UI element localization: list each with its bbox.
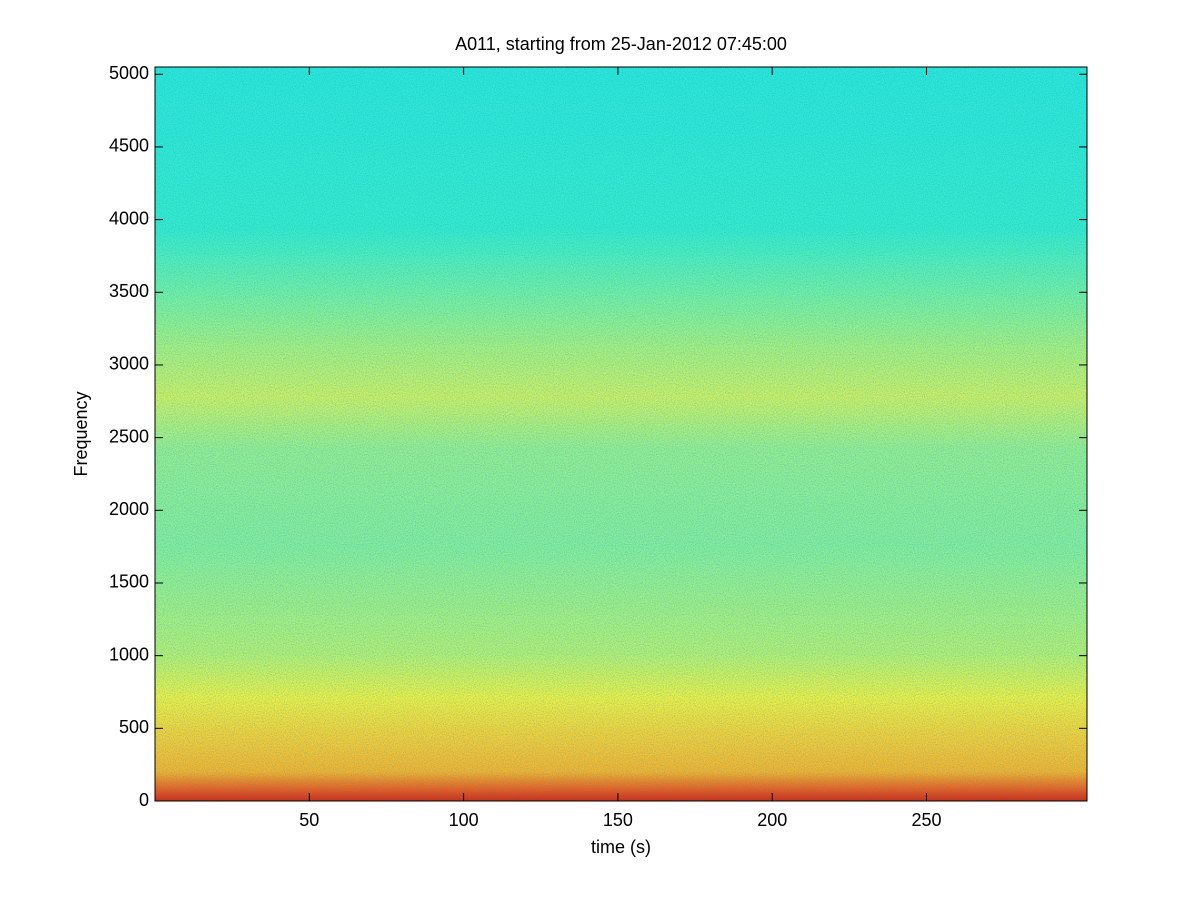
- y-tick-label: 4000: [109, 208, 149, 228]
- plot-area: [155, 67, 1087, 801]
- y-tick-label: 0: [139, 790, 149, 810]
- y-axis-label: Frequency: [71, 391, 91, 476]
- x-tick-label: 150: [603, 810, 633, 830]
- y-tick-label: 1000: [109, 644, 149, 664]
- y-tick-label: 3500: [109, 281, 149, 301]
- x-tick-label: 100: [449, 810, 479, 830]
- y-tick-label: 3000: [109, 354, 149, 374]
- y-tick-label: 2000: [109, 499, 149, 519]
- axes-box: [154, 66, 1088, 802]
- x-tick-label: 50: [299, 810, 319, 830]
- y-tick-label: 500: [119, 717, 149, 737]
- chart-title: A011, starting from 25-Jan-2012 07:45:00: [455, 34, 787, 54]
- y-tick-label: 1500: [109, 572, 149, 592]
- y-tick-label: 5000: [109, 63, 149, 83]
- x-tick-label: 250: [911, 810, 941, 830]
- x-tick-label: 200: [757, 810, 787, 830]
- spectrogram-texture: [155, 67, 1087, 801]
- y-tick-label: 4500: [109, 136, 149, 156]
- x-axis-label: time (s): [591, 837, 651, 857]
- y-tick-label: 2500: [109, 426, 149, 446]
